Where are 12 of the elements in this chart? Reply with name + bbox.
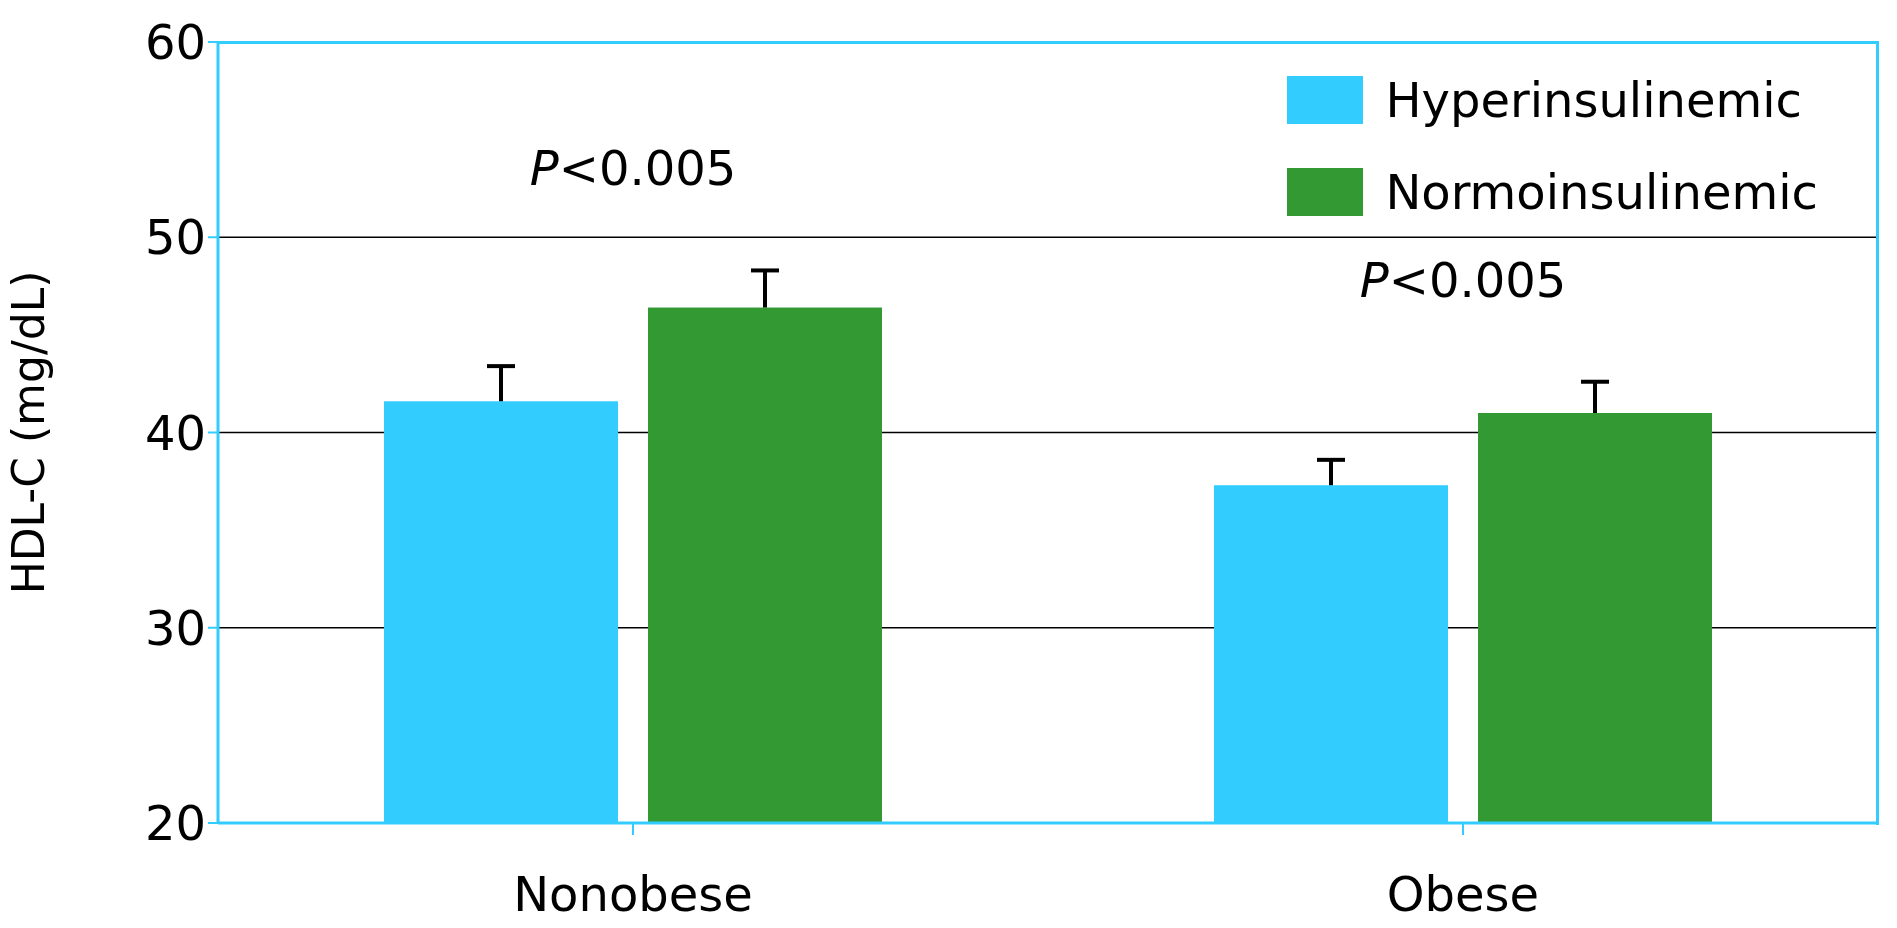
y-tick-label: 20: [144, 795, 206, 852]
y-tick-label: 40: [144, 404, 206, 461]
y-tick-label: 30: [144, 599, 206, 656]
x-tick-label: Nonobese: [513, 866, 753, 923]
annotation: P<0.005: [1358, 251, 1568, 308]
y-tick-label: 60: [144, 14, 206, 71]
y-axis-title: HDL-C (mg/dL): [2, 270, 54, 595]
legend-label: Hyperinsulinemic: [1385, 72, 1802, 128]
x-tick-label: Obese: [1386, 866, 1540, 923]
y-tick-label: 50: [144, 209, 206, 266]
annotation: P<0.005: [528, 140, 738, 197]
legend-label: Normoinsulinemic: [1385, 164, 1818, 220]
